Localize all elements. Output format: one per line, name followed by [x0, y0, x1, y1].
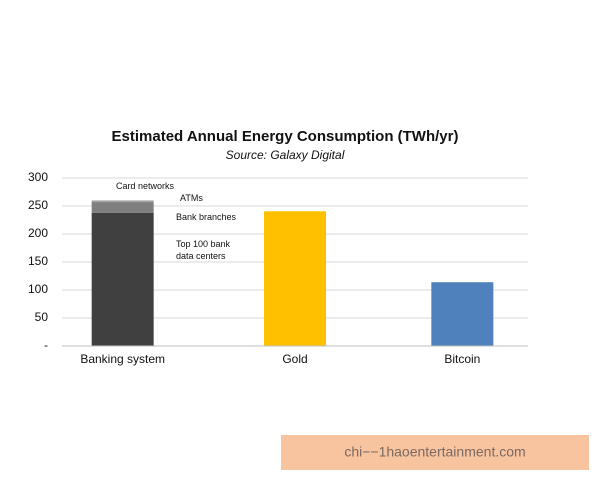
segment-label: Card networks [116, 181, 175, 191]
chart-subtitle: Source: Galaxy Digital [226, 148, 345, 162]
bar-segment [91, 212, 154, 346]
segment-label: ATMs [180, 193, 203, 203]
y-tick-label: 150 [28, 254, 48, 268]
x-tick-label: Gold [282, 352, 307, 366]
x-tick-label: Bitcoin [444, 352, 480, 366]
y-tick-label: 100 [28, 282, 48, 296]
watermark: chi−−1haoentertainment.com [344, 444, 525, 460]
segment-label: Top 100 bank data centers [176, 239, 231, 261]
x-tick-label: Banking system [80, 352, 165, 366]
y-tick-label: 200 [28, 226, 48, 240]
y-tick-label: 250 [28, 198, 48, 212]
watermark-box [281, 435, 589, 470]
y-tick-label: 50 [35, 310, 49, 324]
bar-segment [431, 282, 494, 346]
segment-label: Bank branches [176, 212, 237, 222]
bar-segment [91, 202, 154, 213]
chart-title: Estimated Annual Energy Consumption (TWh… [112, 128, 459, 145]
y-tick-label: 300 [28, 170, 48, 184]
y-tick-label: - [44, 338, 48, 352]
bar-segment [264, 211, 326, 346]
bar-segment [91, 200, 154, 203]
